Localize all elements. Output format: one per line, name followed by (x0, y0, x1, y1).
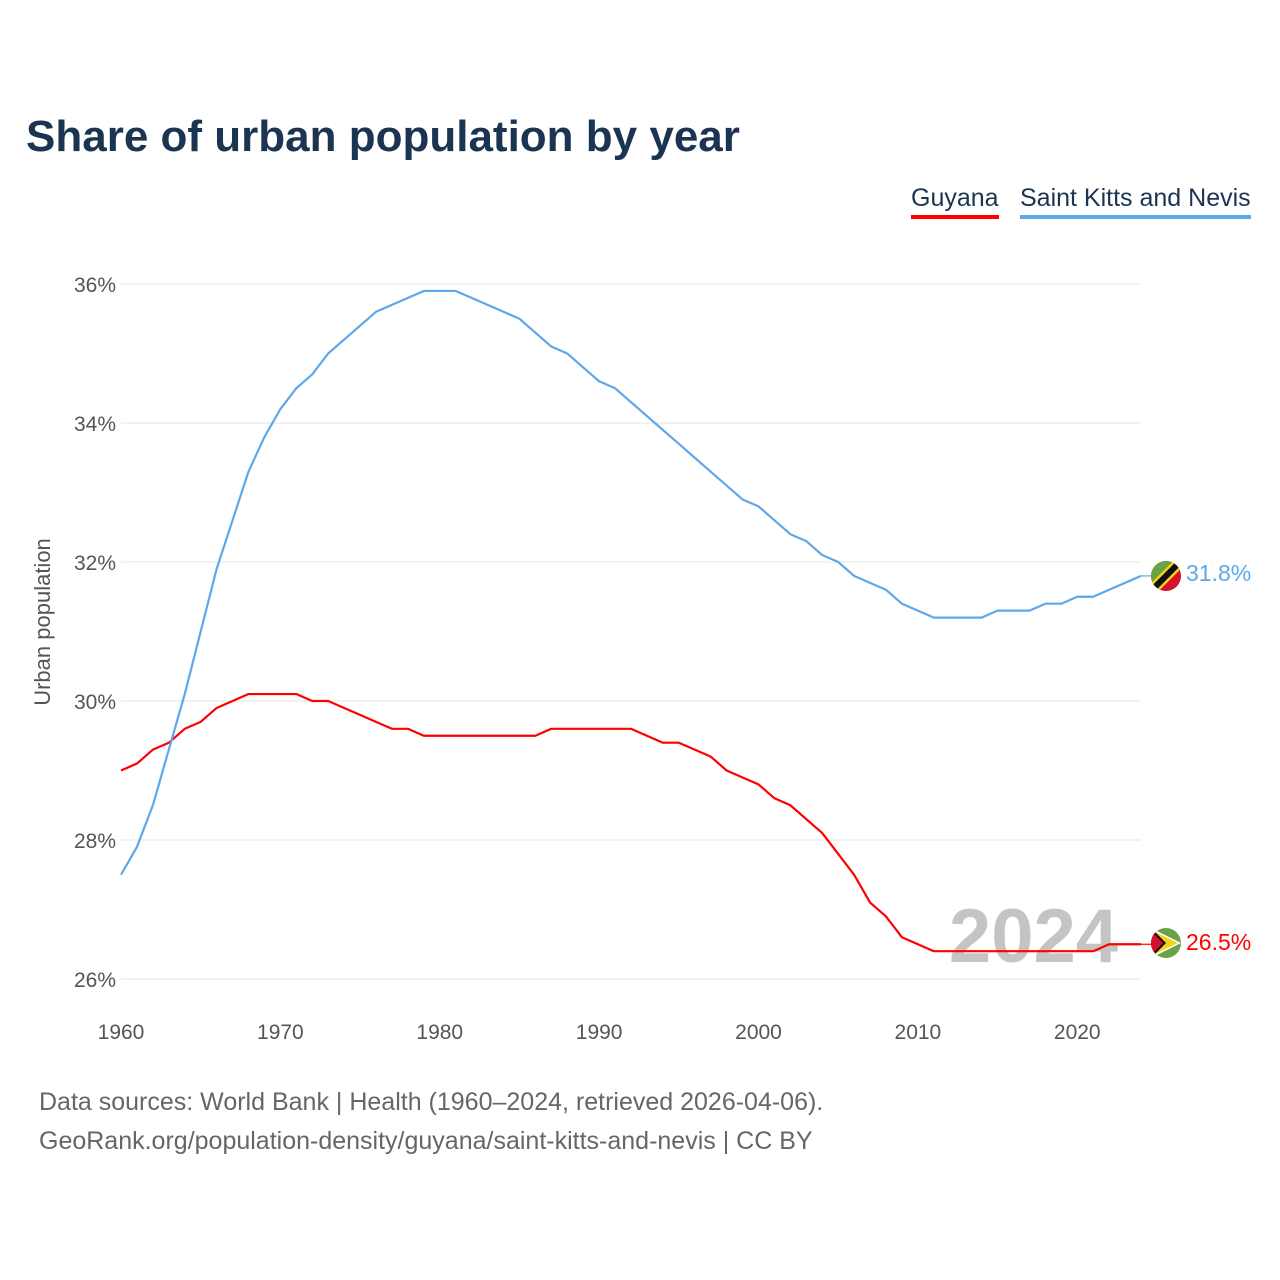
chart-title: Share of urban population by year (26, 112, 740, 161)
y-tick-label: 34% (74, 413, 116, 436)
y-axis-label: Urban population (30, 538, 55, 706)
x-tick-label: 2000 (735, 1021, 782, 1044)
watermark-year: 2024 (949, 894, 1118, 979)
series-line-saint-kitts-and-nevis (120, 289, 1142, 876)
y-tick-label: 26% (74, 969, 116, 992)
y-tick-label: 30% (74, 691, 116, 714)
x-tick-label: 1970 (257, 1021, 304, 1044)
x-tick-label: 1960 (98, 1021, 145, 1044)
legend-saint-kitts-and-nevis[interactable]: Saint Kitts and Nevis (1020, 184, 1251, 219)
y-tick-label: 32% (74, 552, 116, 575)
guyana-flag-icon (1151, 928, 1181, 958)
saint-kitts-and-nevis-flag-icon (1151, 561, 1181, 591)
end-label-saint-kitts-and-nevis: 31.8% (1186, 560, 1251, 586)
y-tick-label: 36% (74, 274, 116, 297)
end-label-guyana: 26.5% (1186, 929, 1251, 955)
series-line-guyana (120, 692, 1141, 953)
y-tick-label: 28% (74, 830, 116, 853)
footer-sources: Data sources: World Bank | Health (1960–… (39, 1088, 824, 1116)
legend-guyana[interactable]: Guyana (911, 184, 999, 219)
footer-link[interactable]: GeoRank.org/population-density/guyana/sa… (39, 1127, 813, 1155)
x-tick-label: 1980 (416, 1021, 463, 1044)
x-tick-label: 2020 (1054, 1021, 1101, 1044)
x-tick-label: 2010 (895, 1021, 942, 1044)
x-tick-label: 1990 (576, 1021, 623, 1044)
